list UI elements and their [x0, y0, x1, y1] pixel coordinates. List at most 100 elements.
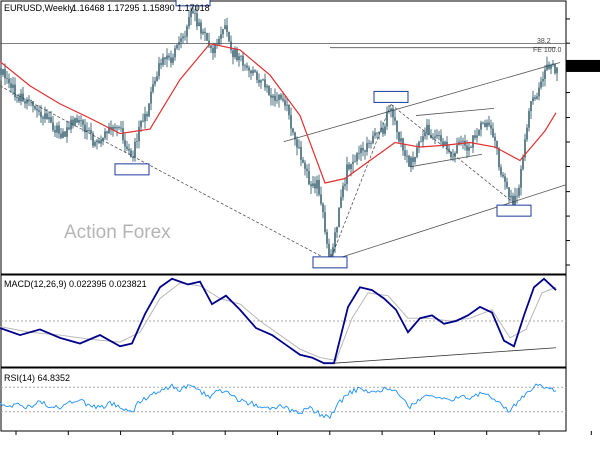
- candle-body: [44, 113, 46, 119]
- candle-body: [430, 134, 432, 138]
- swing-label-box: [373, 90, 409, 103]
- candle-body: [442, 141, 444, 146]
- candle-body: [100, 140, 102, 144]
- candle-body: [110, 126, 112, 130]
- candle-body: [134, 141, 136, 158]
- candle-body: [356, 153, 358, 162]
- candle-body: [534, 97, 536, 99]
- candle-body: [360, 147, 362, 154]
- candle-body: [92, 133, 94, 146]
- candle-body: [198, 22, 200, 27]
- candle-body: [10, 83, 12, 88]
- y-axis-labels: [566, 18, 600, 266]
- candle-body: [52, 122, 54, 131]
- candle-body: [456, 145, 458, 153]
- watermark: Action Forex: [64, 222, 171, 243]
- swing-label-box: [114, 163, 150, 176]
- candle-body: [508, 187, 510, 198]
- candle-body: [260, 80, 262, 83]
- candle-body: [322, 203, 324, 213]
- candle-body: [408, 155, 410, 167]
- trendline: [329, 184, 567, 262]
- candle-body: [450, 151, 452, 158]
- candle-body: [124, 140, 126, 147]
- rsi-panel: [0, 367, 567, 432]
- candle-body: [552, 63, 554, 65]
- candle-body: [256, 71, 258, 80]
- symbol-label: EURUSD,Weekly: [4, 3, 74, 13]
- candle-body: [82, 120, 84, 125]
- candle-body: [272, 95, 274, 98]
- candle-body: [374, 132, 376, 136]
- candle-body: [492, 128, 494, 137]
- candle-body: [370, 143, 372, 144]
- candle-body: [418, 141, 420, 148]
- candle-body: [144, 113, 146, 122]
- candle-body: [54, 130, 56, 133]
- candle-body: [338, 207, 340, 227]
- candle-body: [386, 111, 388, 127]
- candle-body: [368, 143, 370, 144]
- trendline: [390, 104, 515, 204]
- candle-body: [526, 127, 528, 140]
- candle-body: [212, 48, 214, 54]
- candle-body: [488, 122, 490, 126]
- candle-body: [462, 140, 464, 142]
- candle-body: [50, 117, 52, 123]
- candle-body: [506, 181, 508, 188]
- candle-body: [294, 132, 296, 140]
- candle-body: [254, 70, 256, 72]
- candle-body: [542, 78, 544, 82]
- candle-body: [248, 67, 250, 71]
- candle-body: [422, 136, 424, 142]
- candle-body: [496, 140, 498, 149]
- candle-body: [178, 42, 180, 45]
- macd-signal-line: [0, 282, 557, 361]
- candle-body: [168, 55, 170, 58]
- candle-body: [300, 146, 302, 160]
- candle-body: [172, 57, 174, 63]
- candle-body: [182, 36, 184, 39]
- candle-body: [454, 152, 456, 157]
- candle-body: [126, 146, 128, 149]
- candle-body: [48, 117, 50, 120]
- candle-body: [334, 232, 336, 248]
- candle-body: [510, 195, 512, 198]
- candle-body: [480, 122, 482, 130]
- candle-body: [528, 111, 530, 128]
- candle-body: [150, 91, 152, 104]
- candle-body: [118, 127, 120, 129]
- candle-body: [108, 126, 110, 134]
- candle-body: [14, 84, 16, 98]
- candle-body: [202, 31, 204, 34]
- candle-body: [380, 128, 382, 133]
- candle-body: [176, 44, 178, 49]
- candle-body: [78, 120, 80, 123]
- candle-body: [278, 94, 280, 100]
- candle-body: [448, 148, 450, 152]
- ohlc-readout: 1.16468 1.17295 1.15890 1.17018: [72, 3, 210, 13]
- macd-line: [0, 277, 557, 365]
- candle-body: [0, 67, 2, 75]
- candle-body: [342, 185, 344, 198]
- price-panel: [0, 0, 567, 275]
- candle-body: [384, 126, 386, 134]
- candle-body: [200, 22, 202, 34]
- candle-body: [264, 79, 266, 88]
- candle-body: [420, 141, 422, 143]
- fe-100-label: FE 100.0: [533, 47, 562, 54]
- candle-body: [36, 108, 38, 111]
- candle-body: [86, 130, 88, 133]
- candle-body: [388, 111, 390, 112]
- candle-body: [74, 118, 76, 126]
- candle-body: [390, 108, 392, 112]
- swing-label-box: [496, 204, 532, 217]
- candle-body: [484, 122, 486, 127]
- candle-body: [252, 70, 254, 74]
- candle-body: [268, 86, 270, 96]
- candle-body: [18, 97, 20, 102]
- candle-body: [30, 99, 32, 102]
- candle-body: [500, 167, 502, 175]
